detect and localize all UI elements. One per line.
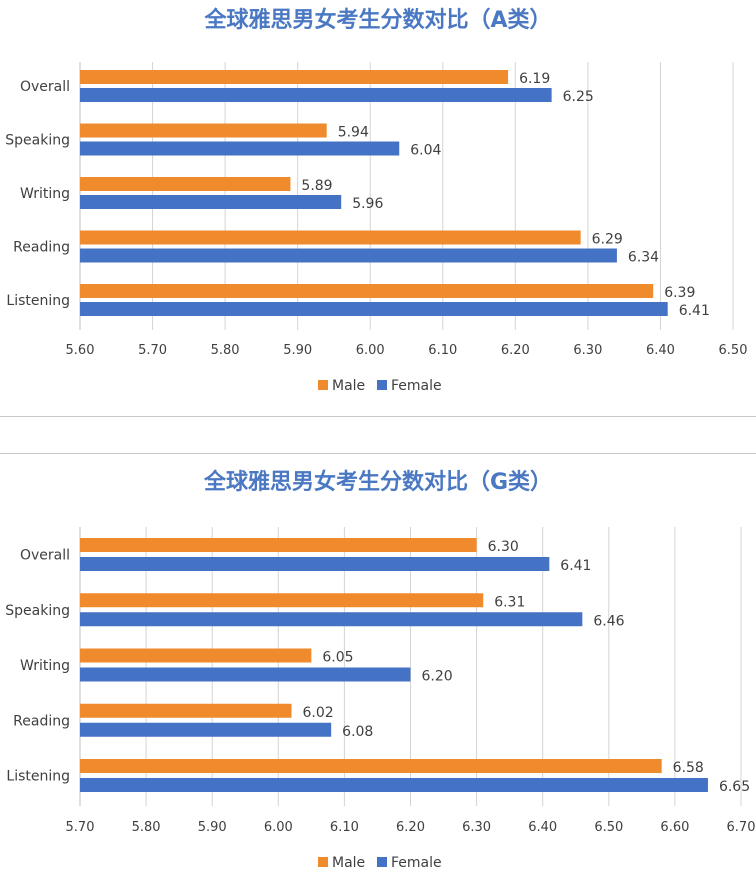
bar-female-listening <box>80 778 708 792</box>
bar-male-overall <box>80 70 509 84</box>
x-tick-label: 6.00 <box>356 343 385 358</box>
x-tick-label: 6.20 <box>396 820 425 835</box>
bar-male-reading <box>80 703 292 718</box>
bar-male-writing <box>80 177 291 191</box>
chart-panel-a: 全球雅思男女考生分数对比（A类） 5.60 5.70 5.80 5.90 6.00 6.10… <box>0 0 756 417</box>
x-tick-label: 5.80 <box>211 343 240 358</box>
data-label: 6.08 <box>342 724 373 740</box>
category-label: Listening <box>6 769 70 785</box>
data-label: 6.05 <box>322 650 353 666</box>
data-label: 6.65 <box>719 779 750 795</box>
bar-female-listening <box>80 302 668 316</box>
data-label: 6.31 <box>494 594 525 610</box>
x-tick-label: 6.20 <box>501 343 530 358</box>
x-tick-label: 5.70 <box>138 343 167 358</box>
data-label: 6.20 <box>422 669 453 685</box>
panel-gap <box>0 417 756 453</box>
data-label: 6.19 <box>519 71 550 87</box>
category-label: Writing <box>20 658 70 674</box>
data-label: 6.02 <box>303 705 334 721</box>
x-tick-label: 5.70 <box>66 820 95 835</box>
data-label: 5.96 <box>352 196 383 212</box>
bar-female-speaking <box>80 612 583 627</box>
x-tick-label: 6.60 <box>660 820 689 835</box>
category-label: Overall <box>20 79 70 95</box>
x-tick-label: 6.50 <box>719 343 748 358</box>
data-label: 5.94 <box>338 125 369 141</box>
data-label: 6.04 <box>410 143 441 159</box>
data-label: 6.29 <box>592 232 623 248</box>
data-label: 6.46 <box>593 613 624 629</box>
category-label: Writing <box>20 186 70 202</box>
legend-label-female: Female <box>391 378 442 394</box>
data-label: 6.30 <box>488 539 519 555</box>
category-label: Overall <box>20 548 70 564</box>
category-label: Speaking <box>5 603 70 619</box>
bar-female-speaking <box>80 141 400 156</box>
data-label: 6.34 <box>628 250 659 266</box>
chart-title: 全球雅思男女考生分数对比（A类） <box>203 7 551 33</box>
bar-female-reading <box>80 248 617 263</box>
x-tick-label: 6.30 <box>462 820 491 835</box>
chart-g: 全球雅思男女考生分数对比（G类） 5.70 5.80 5.90 6.00 6.10 6.20… <box>5 469 756 871</box>
category-label: Reading <box>13 713 70 729</box>
x-tick-label: 6.40 <box>528 820 557 835</box>
bar-male-reading <box>80 230 581 245</box>
x-tick-label: 6.00 <box>264 820 293 835</box>
legend-swatch-female <box>377 857 387 867</box>
bar-male-listening <box>80 759 662 773</box>
data-label: 6.41 <box>679 303 710 319</box>
legend-label-male: Male <box>332 378 365 394</box>
legend-swatch-female <box>377 380 387 390</box>
data-label: 6.58 <box>673 760 704 776</box>
data-label: 6.25 <box>563 89 594 105</box>
chart-title: 全球雅思男女考生分数对比（G类） <box>203 469 552 495</box>
category-label: Reading <box>13 240 70 256</box>
bar-female-writing <box>80 195 342 209</box>
x-tick-label: 5.80 <box>132 820 161 835</box>
x-tick-label: 6.30 <box>573 343 602 358</box>
legend-label-male: Male <box>332 855 365 871</box>
x-tick-label: 5.60 <box>66 343 95 358</box>
legend-swatch-male <box>318 857 328 867</box>
x-tick-label: 6.70 <box>727 820 756 835</box>
x-tick-label: 5.90 <box>198 820 227 835</box>
x-tick-label: 5.90 <box>283 343 312 358</box>
bar-male-speaking <box>80 123 327 138</box>
data-label: 6.41 <box>560 558 591 574</box>
bar-female-overall <box>80 88 552 102</box>
bar-male-speaking <box>80 593 484 608</box>
x-tick-label: 6.50 <box>594 820 623 835</box>
data-label: 6.39 <box>664 285 695 301</box>
bar-female-overall <box>80 557 550 571</box>
bar-male-listening <box>80 284 654 298</box>
bar-male-writing <box>80 648 312 663</box>
bar-male-overall <box>80 538 477 552</box>
category-label: Listening <box>6 293 70 309</box>
bar-female-writing <box>80 667 411 682</box>
bar-female-reading <box>80 722 332 737</box>
chart-panel-g: 全球雅思男女考生分数对比（G类） 5.70 5.80 5.90 6.00 6.10 6.20… <box>0 453 756 895</box>
legend-swatch-male <box>318 380 328 390</box>
x-tick-label: 6.10 <box>428 343 457 358</box>
x-tick-label: 6.40 <box>646 343 675 358</box>
category-label: Speaking <box>5 133 70 149</box>
data-label: 5.89 <box>301 178 332 194</box>
chart-a: 全球雅思男女考生分数对比（A类） 5.60 5.70 5.80 5.90 6.00 6.10… <box>5 7 748 394</box>
legend-label-female: Female <box>391 855 442 871</box>
x-tick-label: 6.10 <box>330 820 359 835</box>
